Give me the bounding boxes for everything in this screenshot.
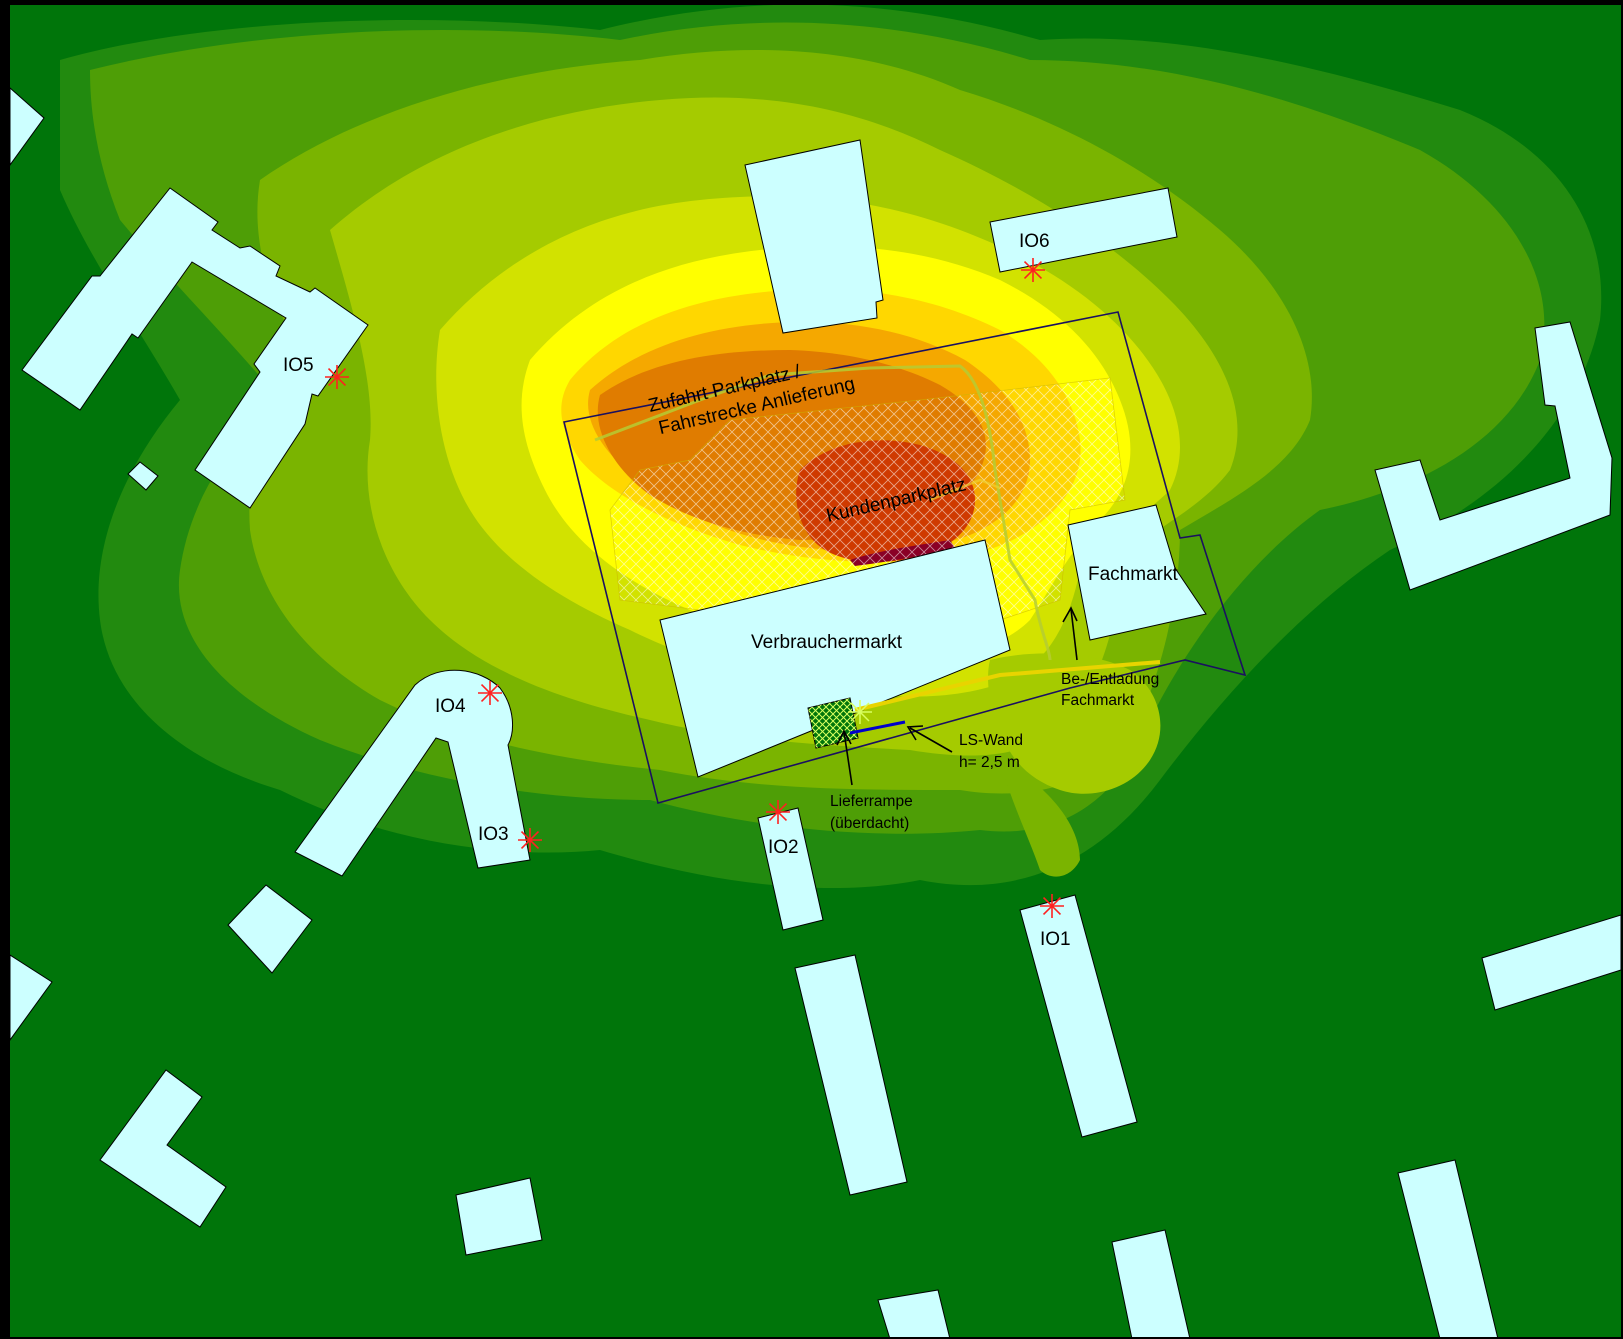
annotation-loading-line1: Be-/Entladung: [1061, 671, 1159, 688]
building-south-bar-2: [1397, 1159, 1499, 1337]
annotation-wall-line1: LS-Wand: [959, 732, 1023, 749]
building-top-left-edge: [10, 87, 45, 166]
contour-band-south-plume: [988, 653, 1161, 794]
receiver-label-io3: IO3: [478, 824, 509, 845]
receiver-marker-io6-icon: [1021, 258, 1045, 282]
receiver-marker-io5-icon: [325, 365, 349, 389]
receiver-markers: [325, 258, 1064, 918]
receiver-marker-io1-icon: [1040, 894, 1064, 918]
building-east-bar: [1481, 914, 1621, 1011]
receiver-label-io1: IO1: [1040, 929, 1071, 950]
arrow-icon: [906, 725, 953, 753]
receiver-label-io4: IO4: [435, 696, 466, 717]
receiver-marker-io2-icon: [766, 800, 790, 824]
contour-band-south-plume-2: [1000, 760, 1080, 877]
building-west-square: [227, 884, 313, 974]
arrow-icon: [1062, 606, 1078, 661]
building-label-fachmarkt: Fachmarkt: [1088, 564, 1178, 585]
noise-wall-line: [849, 720, 906, 735]
building-fachmarkt: [1067, 504, 1207, 641]
receiver-label-io5: IO5: [283, 355, 314, 376]
building-sw-l: [99, 1069, 227, 1228]
building-io4-io3: [294, 669, 531, 877]
receiver-label-io2: IO2: [768, 837, 799, 858]
ramp-source-marker: [848, 700, 872, 724]
building-io6: [989, 187, 1178, 273]
building-nw-small: [127, 461, 159, 491]
building-south-bar-3: [877, 1289, 951, 1337]
receiver-label-io6: IO6: [1019, 231, 1050, 252]
building-label-verbrauchermarkt: Verbrauchermarkt: [751, 632, 903, 653]
building-north-center: [744, 139, 884, 334]
annotation-ramp-line2: (überdacht): [830, 815, 909, 832]
building-south-square: [455, 1177, 543, 1256]
annotation-ramp-line1: Lieferrampe: [830, 793, 913, 810]
arrow-icons: [836, 606, 1078, 786]
arrow-icon: [836, 729, 853, 786]
site-boundary: [563, 311, 1247, 804]
fachmarkt-loading-line: [854, 660, 1161, 712]
annotation-loading-line2: Fachmarkt: [1061, 692, 1135, 709]
buildings: [10, 87, 1621, 1337]
building-io1: [1019, 894, 1138, 1138]
delivery-route-line: [594, 364, 1052, 661]
parking-inner-route: [929, 478, 1001, 502]
building-verbrauchermarkt: [659, 539, 1011, 778]
receiver-marker-io4-icon: [478, 681, 502, 705]
building-west-edge: [10, 954, 53, 1041]
building-south-bar-1: [1111, 1229, 1191, 1337]
building-south-long-1: [794, 954, 908, 1196]
building-east: [1374, 321, 1613, 591]
loading-ramp-hatch: [808, 698, 858, 748]
building-nw-complex: [21, 187, 369, 509]
annotation-wall-line2: h= 2,5 m: [959, 754, 1020, 771]
receiver-marker-io3-icon: [518, 828, 542, 852]
